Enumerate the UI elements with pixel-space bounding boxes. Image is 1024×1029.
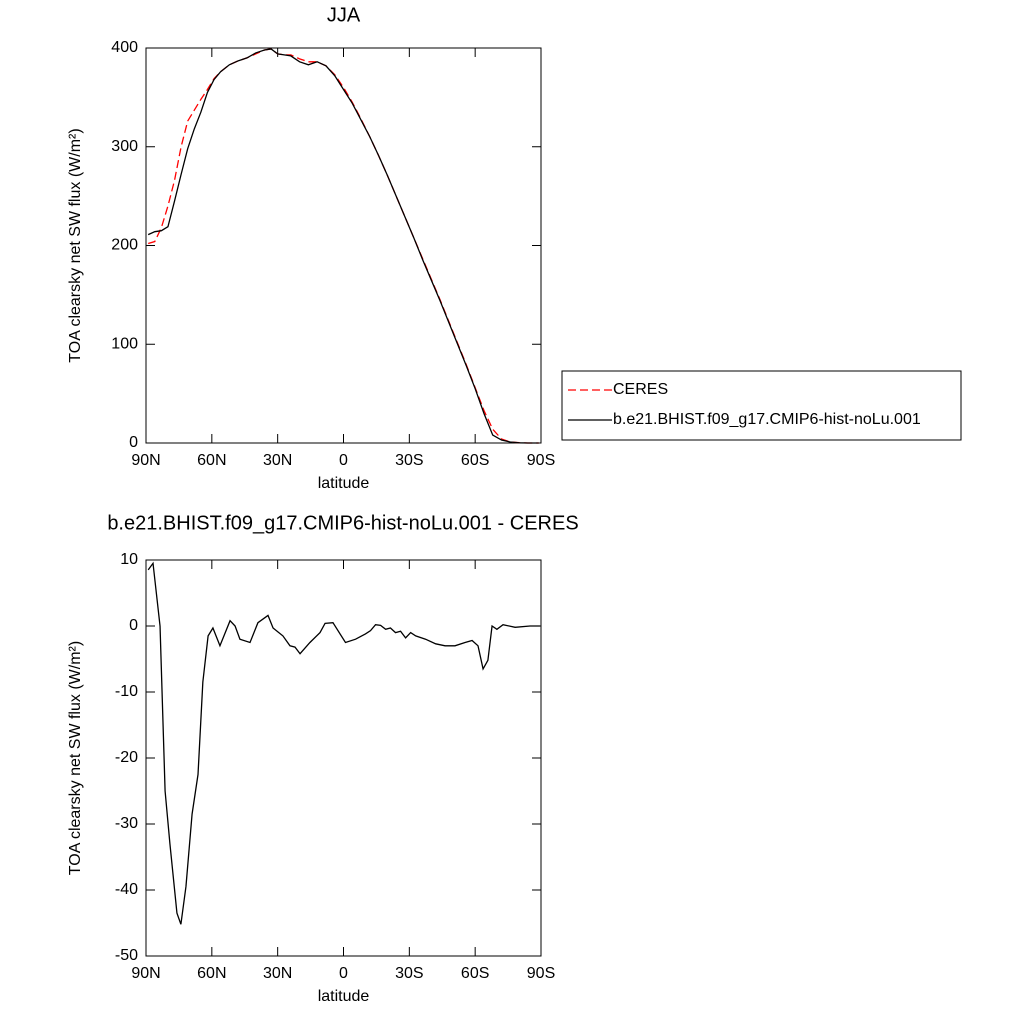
y-tick-label: -40: [115, 881, 138, 898]
chart-title: b.e21.BHIST.f09_g17.CMIP6-hist-noLu.001 …: [107, 512, 578, 534]
legend-label: CERES: [613, 381, 668, 398]
y-tick-label: 300: [111, 138, 138, 155]
data-line: [148, 48, 539, 444]
x-tick-label: 30S: [395, 452, 423, 469]
plot-frame: [145, 559, 542, 957]
y-tick-label: 10: [120, 551, 138, 568]
x-tick-label: 30N: [263, 452, 292, 469]
x-tick-label: 0: [339, 452, 348, 469]
data-line: [147, 561, 540, 925]
chart-title: JJA: [327, 4, 361, 26]
x-tick-label: 60S: [461, 452, 489, 469]
y-tick-label: 0: [129, 434, 138, 451]
plot-frame: [145, 47, 542, 444]
y-tick-label: 100: [111, 335, 138, 352]
x-tick-label: 30S: [395, 965, 423, 982]
legend-label: b.e21.BHIST.f09_g17.CMIP6-hist-noLu.001: [613, 411, 921, 428]
x-tick-label: 60N: [197, 452, 226, 469]
x-tick-label: 60S: [461, 965, 489, 982]
x-axis-label: latitude: [318, 475, 370, 492]
legend-box: [561, 370, 962, 441]
y-tick-label: 200: [111, 237, 138, 254]
y-tick-label: 0: [129, 617, 138, 634]
y-tick-label: -50: [115, 947, 138, 964]
data-line: [147, 48, 539, 444]
y-axis-label: TOA clearsky net SW flux (W/m²): [67, 128, 84, 362]
y-tick-label: -30: [115, 815, 138, 832]
x-tick-label: 60N: [197, 965, 226, 982]
x-tick-label: 0: [339, 965, 348, 982]
x-tick-label: 90S: [527, 965, 555, 982]
x-tick-label: 90S: [527, 452, 555, 469]
y-tick-label: -10: [115, 683, 138, 700]
x-axis-label: latitude: [318, 988, 370, 1005]
x-tick-label: 90N: [131, 965, 160, 982]
x-tick-label: 30N: [263, 965, 292, 982]
y-tick-label: -20: [115, 749, 138, 766]
y-tick-label: 400: [111, 39, 138, 56]
y-axis-label: TOA clearsky net SW flux (W/m²): [67, 641, 84, 875]
x-tick-label: 90N: [131, 452, 160, 469]
